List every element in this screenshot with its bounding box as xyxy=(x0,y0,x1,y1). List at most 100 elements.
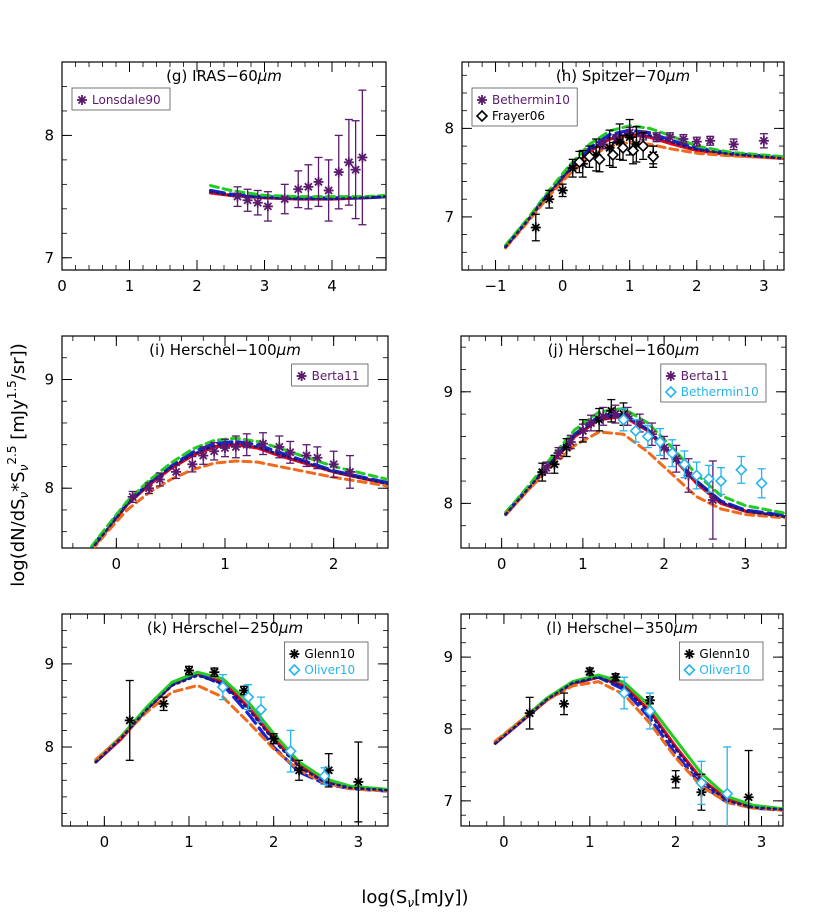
data-point-asterisk xyxy=(743,792,754,803)
y-tick-label: 9 xyxy=(44,655,54,673)
data-point-asterisk xyxy=(328,459,339,470)
data-point-asterisk xyxy=(187,459,198,470)
data-point-diamond xyxy=(714,474,728,488)
y-tick-label: 8 xyxy=(44,738,54,756)
data-point-diamond xyxy=(242,691,255,704)
x-tick-label: 0 xyxy=(100,833,110,851)
legend-marker-diamond xyxy=(664,385,677,399)
legend-label: Oliver10 xyxy=(699,663,750,677)
asterisk-stroke xyxy=(706,136,715,145)
asterisk-stroke xyxy=(242,440,251,449)
data-point-diamond xyxy=(626,144,640,157)
x-tick-label: −1 xyxy=(484,277,506,295)
x-tick-label: 1 xyxy=(625,277,635,295)
asterisk-stroke xyxy=(729,140,738,149)
legend-marker-diamond xyxy=(475,109,489,123)
data-point-asterisk xyxy=(651,132,662,143)
y-tick-label: 9 xyxy=(443,648,453,666)
asterisk-stroke xyxy=(297,371,306,381)
asterisk-stroke xyxy=(304,182,313,191)
x-tick-label: 2 xyxy=(671,833,681,851)
asterisk-stroke xyxy=(334,167,343,177)
x-tick-label: 1 xyxy=(220,555,230,573)
asterisk-stroke xyxy=(286,448,295,457)
data-point-asterisk xyxy=(344,466,355,477)
data-point-asterisk xyxy=(678,134,689,145)
asterisk-stroke xyxy=(477,95,487,105)
data-point-diamond xyxy=(616,141,630,154)
asterisk-stroke xyxy=(209,447,219,456)
asterisk-stroke xyxy=(652,133,661,142)
data-point-asterisk xyxy=(209,667,220,678)
panel-frame xyxy=(461,61,785,271)
asterisk-stroke xyxy=(578,426,588,436)
x-tick-label: 3 xyxy=(260,277,270,295)
data-point-asterisk xyxy=(664,132,675,143)
data-point-diamond xyxy=(755,477,768,490)
asterisk-stroke xyxy=(199,451,208,460)
legend: Berta11 Bethermin10 xyxy=(660,363,767,403)
asterisk-stroke xyxy=(290,649,299,659)
panel-title: (k) Herschel−250μm xyxy=(147,619,303,637)
data-point-asterisk xyxy=(301,450,312,461)
y-tick-label: 7 xyxy=(44,249,54,267)
legend-box xyxy=(660,363,767,403)
asterisk-stroke xyxy=(558,186,567,195)
data-points xyxy=(124,665,364,823)
data-point-asterisk xyxy=(127,491,138,502)
asterisk-stroke xyxy=(345,467,355,477)
asterisk-stroke xyxy=(665,133,675,142)
asterisk-stroke xyxy=(302,451,311,460)
y-tick-label: 8 xyxy=(443,494,453,512)
asterisk-stroke xyxy=(239,686,249,695)
legend-label: Bethermin10 xyxy=(681,385,759,399)
legend-label: Frayer06 xyxy=(492,109,545,123)
x-tick-label: 1 xyxy=(585,833,595,851)
data-point-asterisk xyxy=(530,222,541,233)
x-tick-label: 0 xyxy=(497,555,507,573)
legend-marker-diamond xyxy=(288,663,301,677)
asterisk-stroke xyxy=(233,192,242,201)
legend: Berta11 xyxy=(291,363,369,387)
asterisk-stroke xyxy=(354,777,363,787)
data-point-asterisk xyxy=(293,184,304,195)
data-point-diamond xyxy=(629,424,642,437)
data-point-asterisk xyxy=(252,197,263,208)
data-point-asterisk xyxy=(242,195,253,206)
asterisk-stroke xyxy=(615,137,624,146)
data-point-diamond xyxy=(735,463,748,477)
asterisk-stroke xyxy=(351,165,360,174)
x-tick-label: 3 xyxy=(354,833,364,851)
data-point-asterisk xyxy=(350,164,361,175)
panel-title: (l) Herschel−350μm xyxy=(546,619,698,637)
panel-title: (i) Herschel−100μm xyxy=(149,341,301,359)
data-point-asterisk xyxy=(586,418,596,429)
data-point-asterisk xyxy=(262,201,273,212)
data-point-asterisk xyxy=(357,152,368,163)
legend-label: Lonsdale90 xyxy=(92,93,161,107)
asterisk-stroke xyxy=(294,185,303,194)
asterisk-stroke xyxy=(155,475,164,484)
x-tick-label: 2 xyxy=(659,555,669,573)
panel-frame xyxy=(460,613,784,827)
y-tick-label: 8 xyxy=(443,720,453,738)
data-point-asterisk xyxy=(143,483,154,494)
x-tick-label: 2 xyxy=(269,833,279,851)
asterisk-stroke xyxy=(605,143,614,153)
y-axis-label: log(dN/dSν*Sν2.5 [mJy1.5/sr]) xyxy=(5,343,31,586)
data-point-asterisk xyxy=(333,167,344,178)
data-point-diamond xyxy=(216,681,230,694)
legend: Bethermin10 Frayer06 xyxy=(471,87,578,127)
model-line-green xyxy=(504,124,784,247)
data-points xyxy=(537,398,768,540)
data-points xyxy=(524,666,754,826)
data-point-diamond xyxy=(593,153,606,166)
legend-label: Oliver10 xyxy=(304,663,355,677)
x-tick-label: 1 xyxy=(184,833,194,851)
legend-marker-asterisk xyxy=(77,95,87,105)
x-tick-label: 3 xyxy=(759,277,769,295)
data-point-asterisk xyxy=(584,666,595,677)
data-point-diamond xyxy=(284,745,297,758)
data-point-asterisk xyxy=(158,698,169,709)
data-point-asterisk xyxy=(634,418,645,429)
